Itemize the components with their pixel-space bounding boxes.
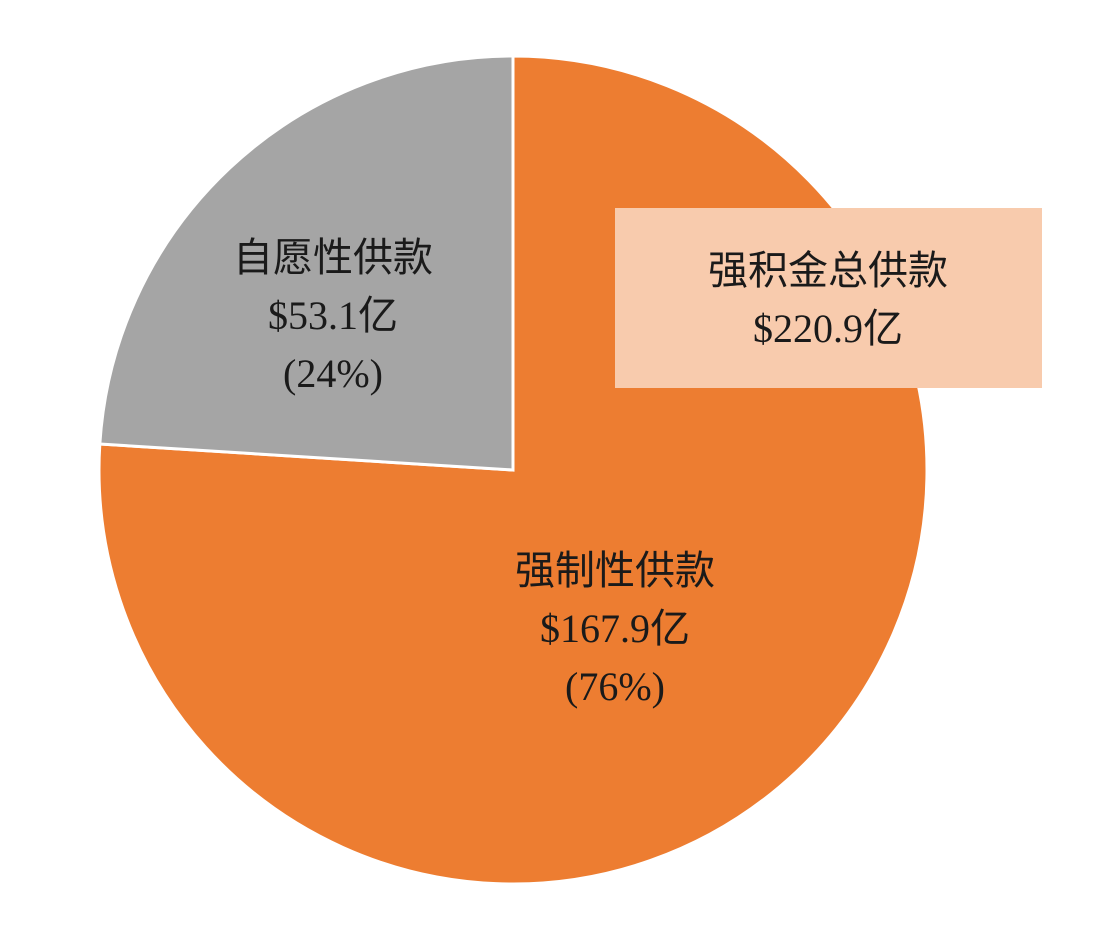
total-box (615, 208, 1042, 388)
pie (97, 54, 929, 886)
slice-name: 强制性供款 (515, 548, 715, 593)
total-value: $220.9亿 (753, 306, 903, 351)
slice-name: 自愿性供款 (233, 235, 433, 280)
slice-amount: $167.9亿 (540, 606, 690, 651)
slice-percent: (24%) (283, 351, 383, 396)
slice-amount: $53.1亿 (268, 293, 398, 338)
slice-percent: (76%) (565, 664, 665, 709)
pie-slice (98, 54, 515, 472)
total-label: 强积金总供款 (708, 248, 948, 293)
